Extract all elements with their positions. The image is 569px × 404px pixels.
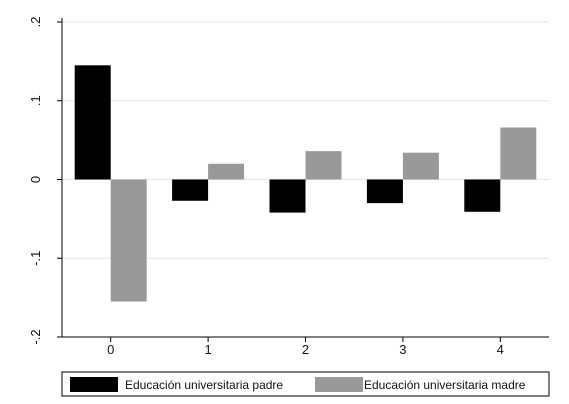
x-tick-label: 0 — [107, 342, 114, 357]
bar-series-1-cat-2 — [269, 179, 306, 213]
bar-series-2-cat-4 — [500, 127, 537, 180]
bars — [74, 65, 537, 302]
x-tick-label: 2 — [302, 342, 309, 357]
bar-series-2-cat-0 — [110, 179, 147, 302]
legend-swatch-series-1 — [70, 377, 118, 392]
legend-box — [61, 371, 550, 397]
y-tick-label: -.2 — [28, 329, 43, 344]
x-tick-label: 4 — [497, 342, 504, 357]
bar-series-1-cat-3 — [366, 179, 403, 204]
y-tick-label: -.1 — [28, 251, 43, 266]
y-tick-label: .2 — [28, 17, 43, 28]
legend-label-series-2: Educación universitaria madre — [364, 378, 526, 392]
bar-series-1-cat-4 — [464, 179, 501, 212]
x-tick-label: 1 — [204, 342, 211, 357]
y-tick-label: .1 — [28, 95, 43, 106]
legend-swatch-series-2 — [315, 377, 363, 392]
legend: Educación universitaria padre Educación u… — [61, 371, 550, 397]
legend-label-series-1: Educación universitaria padre — [125, 378, 283, 392]
axes: -.2 -.1 0 .1 .2 0 1 2 3 4 — [28, 17, 549, 357]
x-tick-label: 3 — [399, 342, 406, 357]
bar-series-2-cat-2 — [305, 151, 342, 180]
bar-series-2-cat-3 — [402, 152, 439, 180]
bar-series-1-cat-0 — [74, 65, 111, 180]
bar-series-2-cat-1 — [208, 163, 245, 180]
bar-series-1-cat-1 — [172, 179, 209, 201]
y-tick-label: 0 — [28, 176, 43, 183]
